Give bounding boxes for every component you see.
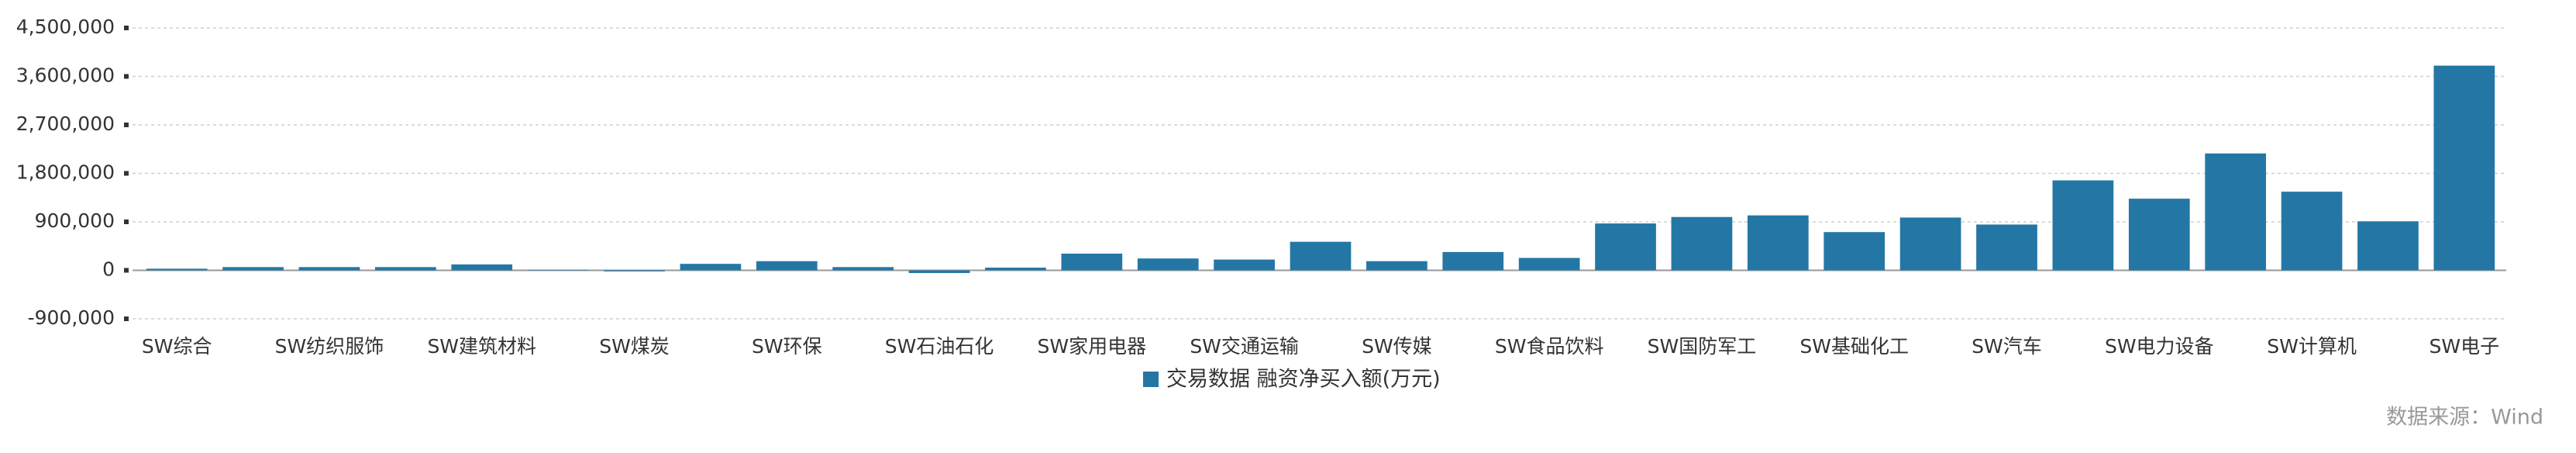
x-tick-label: SW环保 (752, 335, 822, 358)
y-tick-mark (124, 26, 129, 30)
y-tick-label: 1,800,000 (16, 161, 115, 184)
bar (2433, 65, 2495, 271)
y-tick-label: 4,500,000 (16, 16, 115, 38)
x-tick-label: SW石油石化 (885, 335, 994, 358)
x-tick-label: SW建筑材料 (427, 335, 536, 358)
y-tick-mark (124, 316, 129, 321)
x-tick-label: SW传媒 (1362, 335, 1432, 358)
bar (1366, 261, 1427, 271)
y-tick-label: 900,000 (35, 209, 115, 232)
x-tick-label: SW纺织服饰 (275, 335, 384, 358)
bar (1824, 232, 1886, 271)
bar (2128, 199, 2190, 271)
x-tick-label: SW食品饮料 (1495, 335, 1604, 358)
y-tick-mark (124, 268, 129, 273)
y-tick-label: 3,600,000 (16, 64, 115, 87)
x-tick-label: SW电子 (2430, 335, 2500, 358)
bar (298, 267, 360, 271)
legend-swatch (1143, 372, 1159, 387)
y-tick-label: -900,000 (28, 306, 115, 329)
bar (222, 267, 284, 271)
x-tick-label: SW电力设备 (2105, 335, 2214, 358)
bar (832, 267, 894, 271)
source-note: 数据来源：Wind (2386, 406, 2543, 430)
bar (1061, 253, 1123, 271)
bar (1747, 215, 1809, 271)
y-tick-mark (124, 171, 129, 176)
bar (985, 268, 1046, 271)
bar (2281, 192, 2343, 271)
x-tick-label: SW交通运输 (1190, 335, 1299, 358)
x-tick-label: SW计算机 (2267, 335, 2357, 358)
x-tick-label: SW综合 (142, 335, 212, 358)
bar (2052, 180, 2114, 271)
bar (1290, 241, 1352, 271)
bar (756, 261, 818, 271)
bar (1671, 216, 1733, 271)
bar (527, 269, 589, 271)
bar (1137, 258, 1199, 271)
bar (451, 264, 513, 271)
x-tick-label: SW汽车 (1972, 335, 2042, 358)
x-tick-label: SW国防军工 (1648, 335, 1757, 358)
y-tick-label: 2,700,000 (16, 112, 115, 135)
bar (2205, 153, 2266, 271)
y-tick-label: 0 (102, 258, 115, 281)
bar (2357, 221, 2419, 271)
x-tick-label: SW基础化工 (1799, 335, 1909, 358)
x-tick-label: SW家用电器 (1038, 335, 1147, 358)
bar (1899, 217, 1961, 271)
bar (1518, 258, 1580, 271)
bar (680, 264, 742, 271)
bar (1214, 259, 1275, 271)
bar (908, 270, 970, 273)
bar (375, 267, 436, 271)
y-tick-mark (124, 220, 129, 224)
legend-label: 交易数据 融资净买入额(万元) (1166, 368, 1441, 392)
y-tick-mark (124, 74, 129, 79)
y-tick-mark (124, 123, 129, 127)
bar (1595, 223, 1656, 271)
bar (146, 268, 208, 271)
x-tick-label: SW煤炭 (599, 335, 670, 358)
bar (1442, 251, 1504, 271)
bar (1976, 224, 2037, 271)
